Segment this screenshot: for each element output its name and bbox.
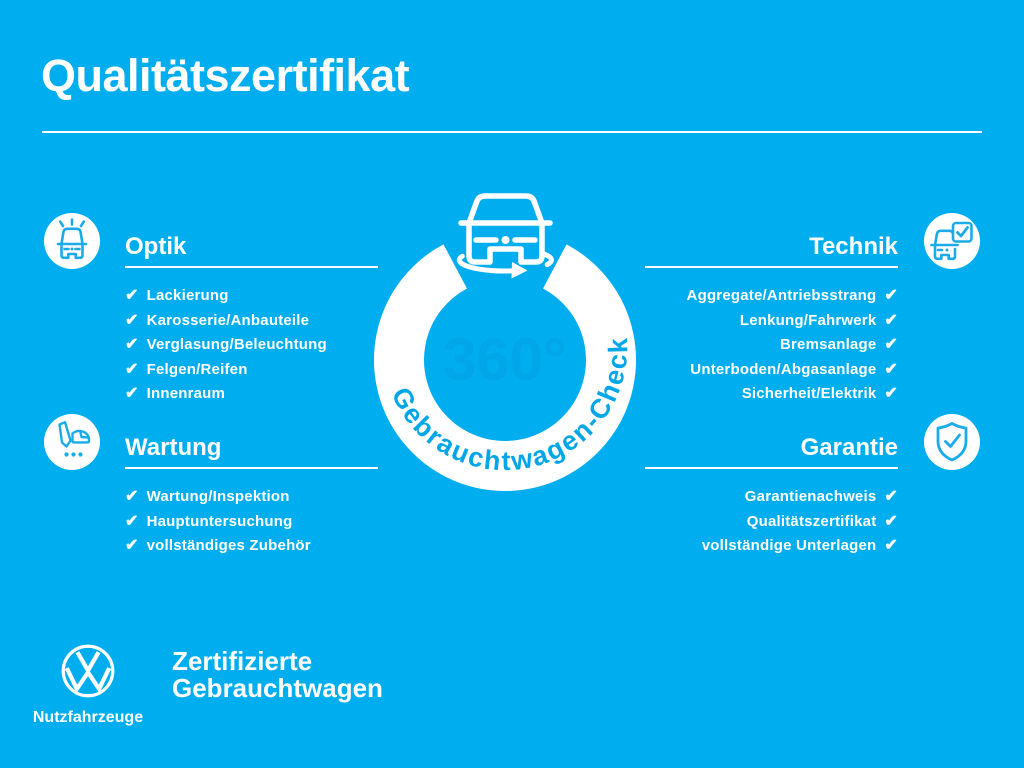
checklist-item-label: Garantienachweis bbox=[744, 488, 877, 505]
checklist-item: ✔ Karosserie/Anbauteile bbox=[125, 309, 425, 334]
check-icon: ✔ bbox=[125, 360, 139, 378]
section-heading-wartung: Wartung bbox=[125, 434, 222, 461]
checklist-item-label: Aggregate/Antriebsstrang bbox=[686, 287, 877, 304]
checklist-item: ✔ Innenraum bbox=[125, 382, 425, 407]
check-icon: ✔ bbox=[125, 385, 139, 403]
checklist-item-label: Innenraum bbox=[146, 385, 226, 403]
check-icon: ✔ bbox=[884, 311, 898, 329]
vw-logo bbox=[59, 642, 117, 700]
checklist-item: Aggregate/Antriebsstrang ✔ bbox=[545, 284, 898, 309]
shield-check-icon bbox=[936, 422, 968, 462]
checklist-item-label: vollständiges Zubehör bbox=[146, 537, 311, 555]
ring-360-graphic: Gebrauchtwagen-Check 360° bbox=[374, 193, 636, 491]
section-heading-technik: Technik bbox=[809, 233, 898, 260]
heading-underline bbox=[125, 467, 378, 469]
check-icon: ✔ bbox=[125, 488, 139, 505]
check-icon: ✔ bbox=[884, 385, 898, 403]
section-heading-optik: Optik bbox=[125, 233, 187, 260]
center-360-graphic: Gebrauchtwagen-Check 360° bbox=[350, 170, 670, 515]
checklist-item-label: Bremsanlage bbox=[779, 336, 877, 354]
technik-checklist: Aggregate/Antriebsstrang ✔ Lenkung/Fahrwe… bbox=[545, 284, 898, 407]
heading-underline bbox=[645, 467, 898, 469]
checklist-item-label: Lenkung/Fahrwerk bbox=[739, 311, 877, 329]
checklist-item: Garantienachweis ✔ bbox=[545, 485, 898, 510]
wartung-section-badge bbox=[44, 414, 100, 470]
check-icon: ✔ bbox=[884, 488, 898, 505]
car-rotate-360-icon bbox=[456, 193, 554, 274]
checklist-item-label: Verglasung/Beleuchtung bbox=[146, 336, 327, 354]
check-icon: ✔ bbox=[125, 537, 139, 555]
degree-label: 360° bbox=[443, 326, 567, 393]
section-heading-garantie: Garantie bbox=[800, 434, 898, 461]
checklist-item: ✔ Felgen/Reifen bbox=[125, 358, 425, 383]
check-icon: ✔ bbox=[125, 512, 139, 530]
garantie-checklist: Garantienachweis ✔ Qualitätszertifikat ✔ v… bbox=[545, 485, 898, 559]
heading-underline bbox=[125, 266, 378, 268]
checklist-item: Lenkung/Fahrwerk ✔ bbox=[545, 309, 898, 334]
checklist-item-label: Felgen/Reifen bbox=[146, 360, 248, 378]
garantie-section-badge bbox=[924, 414, 980, 470]
technik-section-badge bbox=[924, 213, 980, 269]
tagline: Zertifizierte Gebrauchtwagen bbox=[172, 648, 383, 702]
ring-arc bbox=[374, 244, 636, 491]
checklist-item-label: Unterboden/Abgasanlage bbox=[690, 360, 877, 378]
car-shine-icon bbox=[56, 218, 88, 260]
check-icon: ✔ bbox=[884, 287, 898, 304]
check-icon: ✔ bbox=[884, 537, 898, 555]
checklist-item: vollständige Unterlagen ✔ bbox=[545, 534, 898, 559]
check-icon: ✔ bbox=[884, 336, 898, 354]
brand-label: Nutzfahrzeuge bbox=[32, 709, 144, 726]
checklist-item-label: Hauptuntersuchung bbox=[146, 512, 293, 530]
check-icon: ✔ bbox=[125, 287, 139, 304]
tagline-line-2: Gebrauchtwagen bbox=[172, 673, 383, 703]
page-title: Qualitätszertifikat bbox=[41, 50, 410, 101]
title-divider bbox=[42, 131, 982, 133]
car-mirror-dot bbox=[501, 236, 510, 244]
pen-van-icon bbox=[58, 421, 91, 457]
checklist-item-label: Karosserie/Anbauteile bbox=[146, 311, 310, 329]
checklist-item: ✔ vollständiges Zubehör bbox=[125, 534, 425, 559]
checklist-item: ✔ Hauptuntersuchung bbox=[125, 510, 425, 535]
checklist-item-label: Wartung/Inspektion bbox=[146, 488, 290, 505]
checklist-item: Sicherheit/Elektrik ✔ bbox=[545, 382, 898, 407]
checklist-item-label: Qualitätszertifikat bbox=[746, 512, 877, 530]
rotate-arrowhead bbox=[511, 262, 528, 279]
checklist-item-label: Sicherheit/Elektrik bbox=[741, 385, 877, 403]
checklist-item: Bremsanlage ✔ bbox=[545, 333, 898, 358]
wartung-checklist: ✔ Wartung/Inspektion ✔ Hauptuntersuchung ✔… bbox=[125, 485, 425, 559]
tagline-line-1: Zertifizierte bbox=[172, 646, 313, 676]
optik-section-badge bbox=[44, 213, 100, 269]
checklist-item: Unterboden/Abgasanlage ✔ bbox=[545, 358, 898, 383]
heading-underline bbox=[645, 266, 898, 268]
checklist-item: ✔ Lackierung bbox=[125, 284, 425, 309]
check-icon: ✔ bbox=[884, 360, 898, 378]
checklist-item: Qualitätszertifikat ✔ bbox=[545, 510, 898, 535]
vw-logo-icon bbox=[61, 644, 115, 698]
check-icon: ✔ bbox=[884, 512, 898, 530]
check-icon: ✔ bbox=[125, 336, 139, 354]
optik-checklist: ✔ Lackierung ✔ Karosserie/Anbauteile ✔ Verg… bbox=[125, 284, 425, 407]
check-icon: ✔ bbox=[125, 311, 139, 329]
checklist-item: ✔ Verglasung/Beleuchtung bbox=[125, 333, 425, 358]
car-checkbox-icon bbox=[930, 221, 973, 261]
checklist-item: ✔ Wartung/Inspektion bbox=[125, 485, 425, 510]
checklist-item-label: vollständige Unterlagen bbox=[701, 537, 877, 555]
checklist-item-label: Lackierung bbox=[146, 287, 229, 304]
